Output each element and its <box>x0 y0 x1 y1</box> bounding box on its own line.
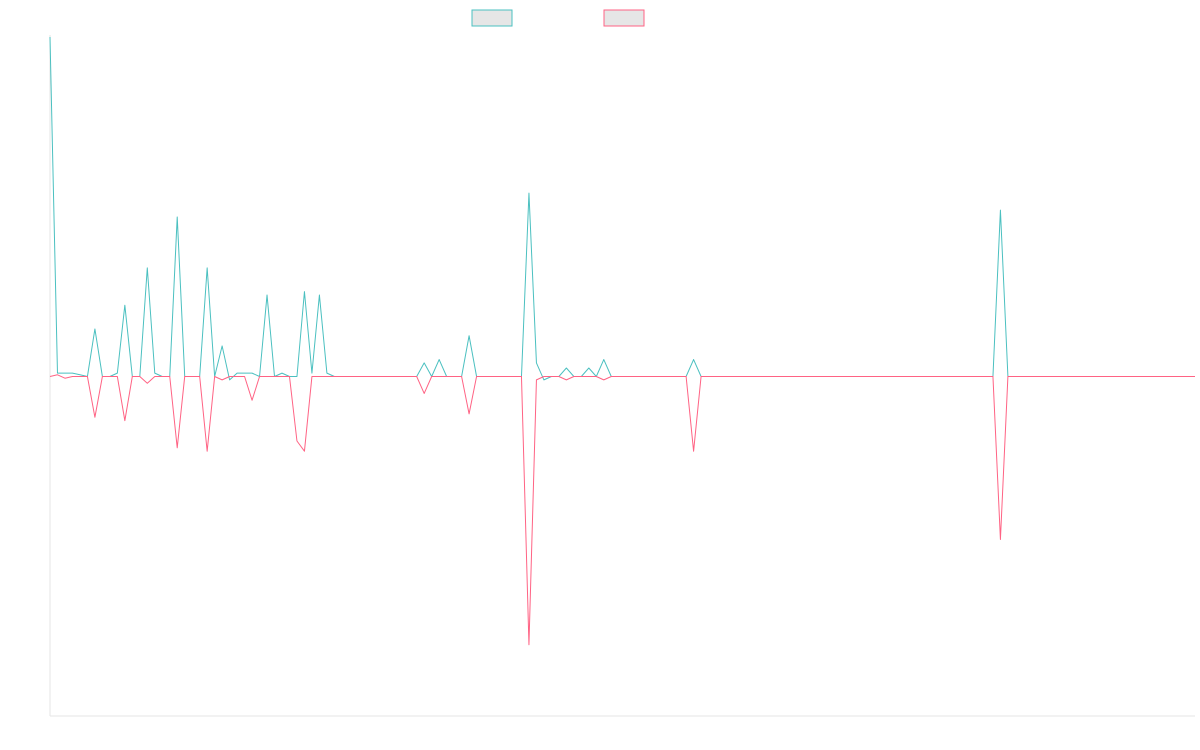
series-line-1 <box>49 36 1195 381</box>
series-layer <box>49 36 1195 646</box>
legend-swatch-1[interactable] <box>471 9 513 27</box>
legend-swatch-2[interactable] <box>603 9 645 27</box>
legend[interactable] <box>471 9 645 27</box>
series-line-2 <box>49 374 1195 646</box>
axes <box>49 35 1195 717</box>
